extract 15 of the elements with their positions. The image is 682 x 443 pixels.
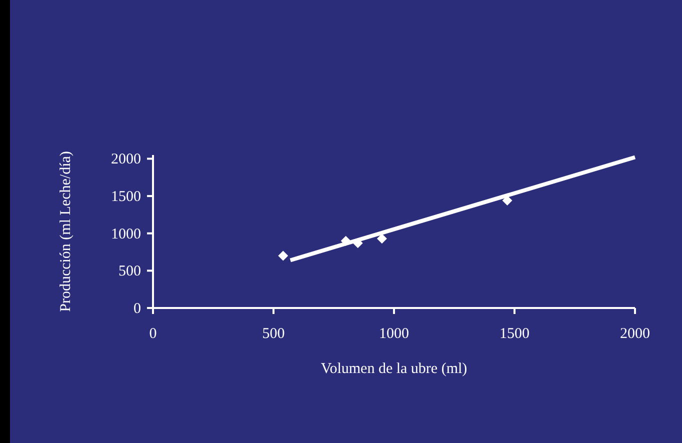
x-tick-label: 2000: [620, 326, 650, 342]
x-tick-label: 0: [149, 326, 157, 342]
x-axis-title: Volumen de la ubre (ml): [320, 361, 468, 377]
y-axis-title: Producción (ml Leche/día): [58, 151, 74, 312]
y-tick-label: 1500: [111, 189, 141, 206]
point: [502, 196, 512, 206]
point: [278, 250, 288, 261]
y-tick-label: 1000: [111, 226, 141, 242]
x-tick-label: 1500: [500, 326, 530, 342]
x-tick-label: 1000: [379, 326, 409, 342]
y-tick-label: 2000: [111, 152, 141, 168]
point: [376, 234, 387, 244]
y-tick-label: 0: [134, 301, 141, 317]
x-tick-label: 500: [262, 326, 285, 342]
y-tick-label: 500: [118, 264, 141, 280]
